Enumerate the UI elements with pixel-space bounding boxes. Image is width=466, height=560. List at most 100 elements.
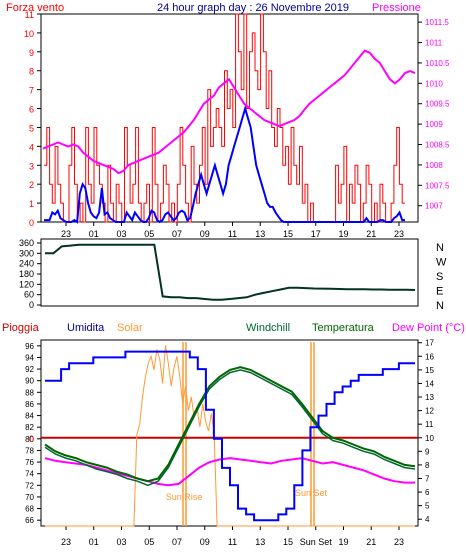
direction-axis-tick-label: 0: [29, 300, 34, 310]
x-tick-label: 03: [116, 229, 126, 239]
x-tick-label: 07: [172, 537, 182, 547]
wind-axis-tick-label: 1: [29, 199, 34, 209]
humidity-axis-tick-label: 84: [25, 412, 34, 421]
wind-pressure-panel-frame: [40, 13, 419, 223]
temperature-axis-tick-label: 16: [425, 352, 434, 361]
wind-pressure-plot: 0123456789101110071007.510081008.5100910…: [24, 10, 450, 239]
x-tick-label: 07: [172, 229, 182, 239]
wind-axis-tick-label: 2: [29, 180, 34, 190]
wind-blue-line: [44, 104, 405, 224]
compass-label: W: [436, 257, 447, 269]
pressure-axis-tick-label: 1011: [425, 39, 443, 48]
x-tick-label: Sun Set: [300, 537, 333, 547]
humidity-axis-tick-label: 70: [25, 493, 34, 502]
wind-axis-tick-label: 3: [29, 161, 34, 171]
compass-label: E: [436, 286, 443, 298]
x-tick-label: 15: [283, 229, 293, 239]
wind-axis-tick-label: 8: [29, 67, 34, 77]
humidity-axis-tick-label: 94: [25, 353, 34, 362]
temperature-axis-tick-label: 17: [425, 339, 434, 348]
x-tick-label: 09: [200, 229, 210, 239]
direction-axis-tick-label: 360: [19, 238, 34, 248]
wind-axis-tick-label: 5: [29, 123, 34, 133]
solar-line: [45, 345, 415, 527]
x-tick-label: 23: [394, 537, 404, 547]
weather-plot: 6668707274767880828486889092949645678910…: [25, 339, 434, 547]
x-tick-label: 01: [89, 229, 99, 239]
temperature-axis-tick-label: 12: [425, 407, 434, 416]
x-tick-label: 21: [366, 537, 376, 547]
wind-axis-tick-label: 4: [29, 142, 34, 152]
rain-label: 0: [29, 434, 34, 444]
temperature-axis-tick-label: 8: [425, 461, 430, 470]
pressure-axis-tick-label: 1010.5: [425, 59, 450, 68]
temperature-axis-tick-label: 7: [425, 474, 430, 483]
wind-axis-tick-label: 10: [24, 29, 34, 39]
humidity-axis-tick-label: 76: [25, 458, 34, 467]
x-tick-label: 23: [61, 229, 71, 239]
direction-line: [45, 243, 416, 301]
legend-rain: Pioggia: [2, 322, 40, 334]
humidity-axis-tick-label: 96: [25, 342, 34, 351]
legend-solar: Solar: [117, 322, 143, 334]
temperature-axis-tick-label: 4: [425, 515, 430, 524]
compass-label: N: [436, 300, 444, 312]
legend-windchill: Windchill: [246, 322, 290, 334]
pressure-axis-tick-label: 1007: [425, 202, 443, 211]
x-tick-label: 05: [144, 537, 154, 547]
x-tick-label: 15: [283, 537, 293, 547]
pressure-axis-tick-label: 1007.5: [425, 181, 450, 190]
x-tick-label: 17: [311, 229, 321, 239]
x-tick-label: 03: [116, 537, 126, 547]
x-tick-label: 13: [255, 537, 265, 547]
humidity-axis-tick-label: 90: [25, 377, 34, 386]
temperature-axis-tick-label: 11: [425, 420, 434, 429]
humidity-axis-tick-label: 72: [25, 481, 34, 490]
pressure-axis-tick-label: 1008.5: [425, 141, 450, 150]
temperature-axis-tick-label: 9: [425, 447, 430, 456]
direction-axis-tick-label: 120: [19, 279, 34, 289]
pressure-axis-tick-label: 1009.5: [425, 100, 450, 109]
humidity-axis-tick-label: 92: [25, 365, 34, 374]
legend-temperature: Temperatura: [312, 322, 375, 334]
weather-panel-frame: [40, 339, 419, 527]
dewpoint-line: [44, 457, 415, 487]
wind-force-label: Forza vento: [6, 2, 64, 14]
x-tick-label: 11: [228, 537, 237, 547]
temperature-axis-tick-label: 15: [425, 366, 434, 375]
humidity-axis-tick-label: 66: [25, 516, 34, 525]
x-tick-label: 21: [366, 229, 376, 239]
x-tick-label: 23: [61, 537, 71, 547]
wind-axis-tick-label: 11: [25, 10, 34, 20]
windchill-line: [44, 369, 416, 487]
sunrise-annotation: Sun Rise: [166, 492, 203, 502]
compass-label: N: [436, 242, 444, 254]
sunset-annotation: Sun Set: [295, 488, 328, 498]
wind-axis-tick-label: 9: [29, 48, 34, 58]
humidity-axis-tick-label: 78: [25, 446, 34, 455]
direction-panel-frame: [40, 238, 419, 307]
humidity-axis-tick-label: 88: [25, 388, 34, 397]
temperature-axis-tick-label: 6: [425, 488, 430, 497]
x-tick-label: 13: [255, 229, 265, 239]
humidity-axis-tick-label: 80: [25, 435, 34, 444]
pressure-label: Pressione: [372, 2, 421, 14]
compass-label: S: [436, 271, 443, 283]
pressure-axis-tick-label: 1011.5: [425, 18, 449, 27]
legend-humidity: Umidita: [67, 322, 105, 334]
x-tick-label: 01: [89, 537, 99, 547]
wind-axis-tick-label: 6: [29, 105, 34, 115]
direction-axis-tick-label: 240: [19, 259, 34, 269]
wind-axis-tick-label: 7: [29, 86, 34, 96]
x-tick-label: 05: [144, 229, 154, 239]
x-tick-label: 19: [338, 229, 348, 239]
wind-axis-tick-label: 0: [29, 218, 34, 228]
humidity-axis-tick-label: 86: [25, 400, 34, 409]
direction-axis-tick-label: 60: [24, 290, 34, 300]
humidity-axis-tick-label: 74: [25, 470, 34, 479]
temperature-axis-tick-label: 5: [425, 502, 430, 511]
temperature-line: [44, 366, 416, 483]
